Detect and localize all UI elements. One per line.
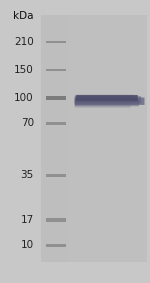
Text: 70: 70 [21, 118, 34, 128]
FancyBboxPatch shape [46, 96, 66, 100]
Text: kDa: kDa [13, 11, 34, 21]
Text: 100: 100 [14, 93, 34, 103]
Text: 150: 150 [14, 65, 34, 75]
FancyBboxPatch shape [75, 100, 131, 108]
Text: 210: 210 [14, 37, 34, 47]
FancyBboxPatch shape [41, 15, 147, 262]
Text: 17: 17 [21, 215, 34, 225]
Text: 10: 10 [21, 240, 34, 250]
FancyBboxPatch shape [46, 69, 66, 71]
FancyBboxPatch shape [75, 96, 141, 104]
FancyBboxPatch shape [46, 41, 66, 43]
FancyBboxPatch shape [46, 218, 66, 222]
FancyBboxPatch shape [75, 98, 144, 105]
FancyBboxPatch shape [75, 95, 134, 102]
FancyBboxPatch shape [76, 95, 138, 101]
Text: 35: 35 [21, 170, 34, 180]
FancyBboxPatch shape [46, 122, 66, 125]
FancyBboxPatch shape [46, 244, 66, 246]
FancyBboxPatch shape [46, 174, 66, 177]
FancyBboxPatch shape [75, 99, 139, 106]
FancyBboxPatch shape [69, 15, 147, 262]
FancyBboxPatch shape [46, 97, 66, 100]
